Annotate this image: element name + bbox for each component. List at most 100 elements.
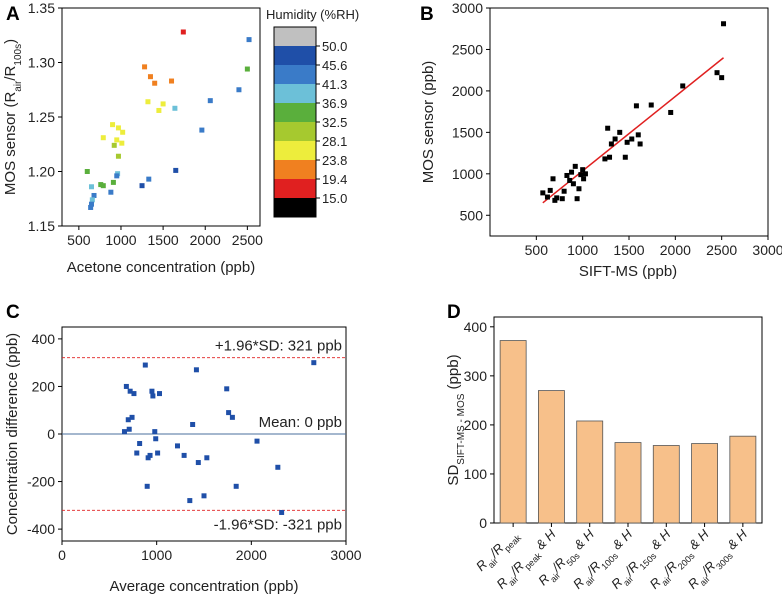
colorbar-label: 50.0 [322,39,347,54]
chart-c-xtick-label: 1000 [141,547,172,563]
chart-c-point [129,414,135,420]
chart-a-point [120,129,126,135]
colorbar-swatch [274,198,316,217]
chart-c-point [134,450,140,456]
chart-b-xtick-label: 1500 [613,242,644,258]
chart-c-point [224,386,230,392]
chart-a-point [115,125,121,131]
chart-c-mean-label: Mean: 0 ppb [259,414,342,431]
chart-b-fit-line [542,57,724,204]
chart-a-point [152,80,158,86]
chart-a-point [88,184,94,190]
chart-a-point [114,173,120,179]
colorbar-swatch [274,122,316,141]
chart-d-ylabel-sub: SIFT-MS - MOS [456,393,467,464]
colorbar-swatch [274,179,316,198]
chart-b-point [629,136,635,142]
chart-c-point [127,388,133,394]
chart-b-ytick-label: 1500 [452,124,483,140]
chart-a-ylabel-main: MOS sensor (R [2,92,19,196]
chart-a-point [236,87,242,93]
chart-a-point [180,29,186,35]
chart-a-xtick-label: 500 [67,232,91,248]
chart-d-bar [499,340,527,524]
chart-c-point [147,452,153,458]
chart-b-point [570,181,576,187]
chart-a-point [84,169,90,174]
chart-b-xtick-label: 3000 [752,242,782,258]
chart-d-bar [652,445,680,524]
chart-a-point [142,64,148,70]
chart-a-point [199,127,205,133]
chart-b-point [544,194,550,200]
chart-b-point [617,129,623,135]
chart-a-point [207,98,213,104]
chart-c-point [229,414,235,420]
chart-b-point [561,188,567,194]
chart-a-ytick-label: 1.30 [28,55,55,71]
chart-c-xtick-label: 3000 [330,547,361,563]
chart-c-upper-label: +1.96*SD: 321 ppb [215,338,342,355]
panel-label-c: C [6,302,20,323]
chart-c-ytick-label: -400 [27,521,55,537]
chart-b-point [605,125,611,131]
chart-b-point [569,169,575,175]
chart-b-point [622,154,628,160]
chart-c-point [226,410,232,416]
chart-c-point [131,391,137,397]
chart-b-ytick-label: 3000 [452,0,483,16]
chart-b-xtick-label: 1000 [567,242,598,258]
chart-d-ytick-label: 0 [479,515,487,531]
chart-a-point [246,37,252,43]
chart-d-ylabel-main: SD [445,465,462,486]
chart-a-xtick-label: 1000 [105,232,136,248]
chart-c-point [144,483,150,489]
chart-b-point [578,172,584,178]
chart-d-ytick-label: 400 [464,319,488,335]
chart-c: 0 1000 2000 3000 -400 -200 0 200 400 +1.96*SD: 3… [4,326,362,595]
chart-b-point [648,102,654,108]
chart-b-xtick-label: 2000 [660,242,691,258]
chart-a-point [173,167,179,173]
chart-a-point [108,189,114,195]
chart-c-point [142,362,148,368]
chart-c-xtick-label: 2000 [236,547,267,563]
chart-c-lower-label: -1.96*SD: -321 ppb [214,516,342,533]
chart-c-point [195,460,201,466]
chart-a-point [146,176,152,182]
chart-a-point [88,204,94,210]
colorbar-label: 41.3 [322,77,347,92]
chart-a-point [98,182,104,188]
chart-c-point [254,438,260,444]
chart-c-ytick-label: 400 [32,331,56,347]
chart-c-point [181,452,187,458]
panel-label-b: B [420,4,434,25]
chart-a-point [100,135,106,141]
chart-c-ylabel: Concentration difference (ppb) [4,333,21,535]
chart-c-point [279,509,285,515]
colorbar-label: 32.5 [322,115,347,130]
chart-a-ytick-label: 1.25 [28,109,55,125]
chart-b-point [633,103,639,109]
chart-b-point [547,187,553,193]
colorbar-label: 23.8 [322,153,347,168]
chart-b-point [564,172,570,178]
chart-a: 500 1000 1500 2000 25001.151.201.251.301.35 … [2,0,359,276]
chart-b-point [554,195,560,201]
colorbar-label: 19.4 [322,172,347,187]
chart-d-bar [691,443,718,524]
chart-b-xtick-label: 2500 [706,242,737,258]
chart-d-ytick-label: 300 [464,368,488,384]
chart-b-point [550,176,556,182]
chart-c-point [153,436,159,442]
chart-c-point [174,443,180,449]
chart-b-ytick-label: 2500 [452,41,483,57]
chart-b-ytick-label: 500 [460,207,484,223]
chart-c-ytick-label: -200 [27,474,55,490]
chart-b-point [572,163,578,169]
colorbar-label: 15.0 [322,191,347,206]
panel-label-a: A [6,4,20,25]
chart-b-point [719,75,725,81]
chart-c-point [155,450,161,456]
